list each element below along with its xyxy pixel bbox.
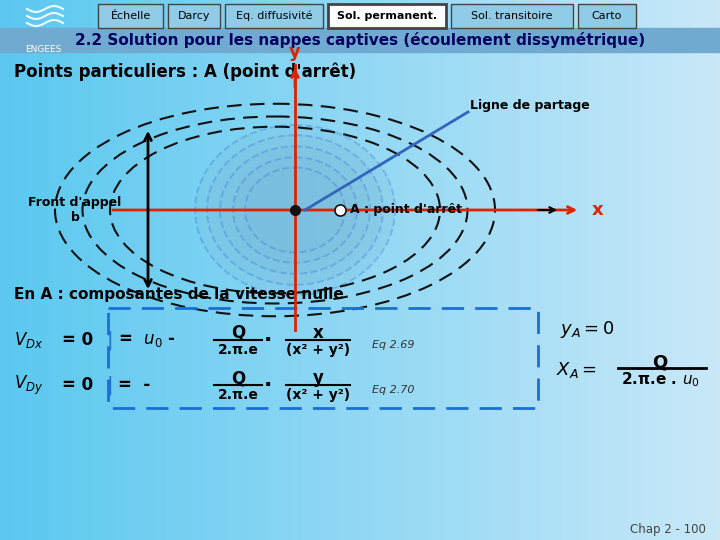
- Bar: [328, 4, 446, 28]
- Text: 2.π.e . $u_0$: 2.π.e . $u_0$: [621, 370, 699, 389]
- Text: Sol. permanent.: Sol. permanent.: [337, 11, 437, 21]
- Text: Sol. transitoire: Sol. transitoire: [472, 11, 553, 21]
- Text: $y_A = 0$: $y_A = 0$: [560, 320, 614, 341]
- Text: A : point d'arrêt: A : point d'arrêt: [350, 204, 462, 217]
- Bar: [225, 4, 323, 28]
- Text: ·: ·: [264, 330, 272, 350]
- Text: (x² + y²): (x² + y²): [286, 388, 350, 402]
- Text: $V_{Dx}$: $V_{Dx}$: [14, 330, 43, 350]
- Bar: [168, 4, 220, 28]
- Text: Eq. diffusivité: Eq. diffusivité: [235, 11, 312, 21]
- Text: = 0: = 0: [62, 376, 93, 394]
- Text: y: y: [312, 369, 323, 387]
- Text: x: x: [312, 324, 323, 342]
- Bar: [451, 4, 573, 28]
- Text: Darcy: Darcy: [178, 11, 210, 21]
- Text: Front d'appel
b: Front d'appel b: [28, 196, 122, 224]
- Bar: [0, 28, 720, 52]
- Text: Échelle: Échelle: [110, 11, 150, 21]
- Text: Q: Q: [652, 353, 667, 371]
- Ellipse shape: [245, 167, 345, 253]
- Text: |: |: [107, 375, 113, 395]
- Text: $X_A =$: $X_A =$: [556, 360, 597, 380]
- Text: Chap 2 - 100: Chap 2 - 100: [630, 523, 706, 537]
- Text: Ligne de partage: Ligne de partage: [470, 98, 590, 111]
- Text: x: x: [592, 201, 603, 219]
- Text: (x² + y²): (x² + y²): [286, 343, 350, 357]
- Text: Points particuliers : A (point d'arrêt): Points particuliers : A (point d'arrêt): [14, 63, 356, 81]
- Ellipse shape: [195, 125, 395, 295]
- Text: Eq 2.69: Eq 2.69: [372, 340, 415, 350]
- Text: ·: ·: [264, 375, 272, 395]
- Bar: [578, 4, 636, 28]
- Bar: [98, 4, 163, 28]
- Ellipse shape: [233, 157, 357, 262]
- Bar: [108, 308, 538, 408]
- Text: y: y: [289, 43, 301, 61]
- Text: $V_{Dy}$: $V_{Dy}$: [14, 373, 43, 396]
- Text: Carto: Carto: [592, 11, 622, 21]
- Ellipse shape: [220, 146, 370, 274]
- Text: = 0: = 0: [62, 331, 93, 349]
- Text: Q: Q: [231, 324, 245, 342]
- Text: 2.2 Solution pour les nappes captives (écoulement dissymétrique): 2.2 Solution pour les nappes captives (é…: [75, 32, 645, 48]
- Text: Q: Q: [231, 369, 245, 387]
- Text: 2.π.e: 2.π.e: [217, 388, 258, 402]
- Text: =  $u_0$ -: = $u_0$ -: [118, 331, 176, 349]
- Text: Eq 2.70: Eq 2.70: [372, 385, 415, 395]
- Text: =  -: = -: [118, 376, 150, 394]
- Text: |: |: [107, 330, 113, 350]
- Text: 2.π.e: 2.π.e: [217, 343, 258, 357]
- Text: ENGEES: ENGEES: [24, 45, 61, 55]
- Text: En A : composantes de la vitesse nulle: En A : composantes de la vitesse nulle: [14, 287, 343, 302]
- Ellipse shape: [207, 135, 383, 285]
